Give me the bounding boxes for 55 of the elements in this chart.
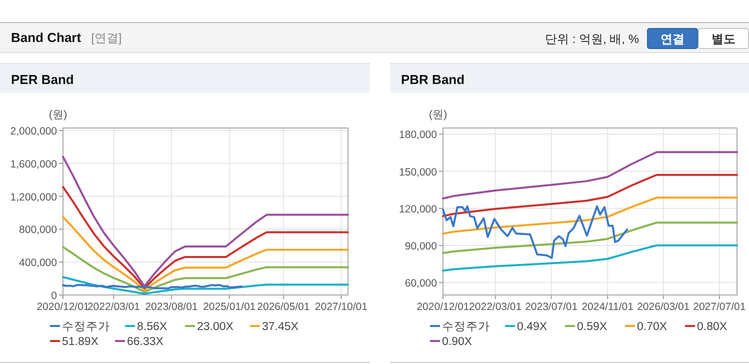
x-tick-label: 2027/10/01 <box>314 301 368 313</box>
line-series <box>62 216 349 292</box>
y-tick-label: 800,000 <box>19 224 58 236</box>
x-tick-label: 2023/08/01 <box>145 301 198 313</box>
y-tick-label: 2,000,000 <box>10 125 58 138</box>
legend-label: 수정주가 <box>62 321 110 333</box>
text: 연결 <box>660 32 684 46</box>
legend-label: 8.56X <box>137 321 168 333</box>
legend-label: 51.89X <box>62 336 99 348</box>
text: 별도 <box>712 32 736 46</box>
x-tick-label: 2027/07/01 <box>693 301 746 313</box>
x-tick-label: 2024/11/01 <box>582 301 634 313</box>
legend-label: 수정주가 <box>442 321 490 333</box>
legend-label: 23.00X <box>197 321 234 333</box>
y-tick-label: 90,000 <box>404 240 438 253</box>
x-tick-label: 2026/03/01 <box>637 301 690 313</box>
text: Band Chart <box>11 30 82 45</box>
x-tick-label: 2026/05/01 <box>257 301 310 313</box>
y-axis-title: (원) <box>48 109 68 121</box>
y-tick-label: 1,200,000 <box>10 191 58 204</box>
y-tick-label: 150,000 <box>399 166 438 178</box>
line-series <box>442 174 738 218</box>
text: [연결] <box>91 31 122 45</box>
y-tick-label: 60,000 <box>404 278 438 290</box>
chart-title: PBR Band <box>401 72 465 87</box>
y-axis-title: (원) <box>428 109 448 121</box>
x-tick-label: 2020/12/01 <box>36 301 90 313</box>
legend-label: 0.80X <box>697 321 728 333</box>
x-tick-label: 2023/07/01 <box>525 301 578 313</box>
line-series <box>442 244 738 272</box>
line-series <box>442 222 738 254</box>
legend-label: 37.45X <box>262 321 299 333</box>
legend-label: 0.49X <box>517 321 548 333</box>
x-tick-label: 2022/03/01 <box>469 301 522 313</box>
line-series <box>442 205 628 259</box>
legend-label: 0.70X <box>637 321 668 333</box>
legend-label: 0.59X <box>577 321 608 333</box>
y-tick-label: 180,000 <box>399 129 438 142</box>
x-tick-label: 2022/03/01 <box>87 301 140 313</box>
y-tick-label: 120,000 <box>399 203 438 216</box>
line-series <box>62 276 349 295</box>
legend-label: 0.90X <box>442 336 472 348</box>
chart-title: PER Band <box>11 72 74 87</box>
line-series <box>62 246 349 294</box>
y-tick-label: 1,600,000 <box>10 158 58 170</box>
y-tick-label: 400,000 <box>19 257 58 270</box>
y-tick-label: 0 <box>51 290 58 302</box>
line-series <box>62 186 349 290</box>
line-series <box>62 156 349 288</box>
line-series <box>442 151 738 200</box>
x-tick-label: 2025/01/01 <box>203 301 256 313</box>
text: 단위 : 억원, 배, % <box>544 32 640 46</box>
x-tick-label: 2020/12/01 <box>416 301 470 313</box>
legend-label: 66.33X <box>127 336 164 348</box>
line-series <box>442 196 738 235</box>
